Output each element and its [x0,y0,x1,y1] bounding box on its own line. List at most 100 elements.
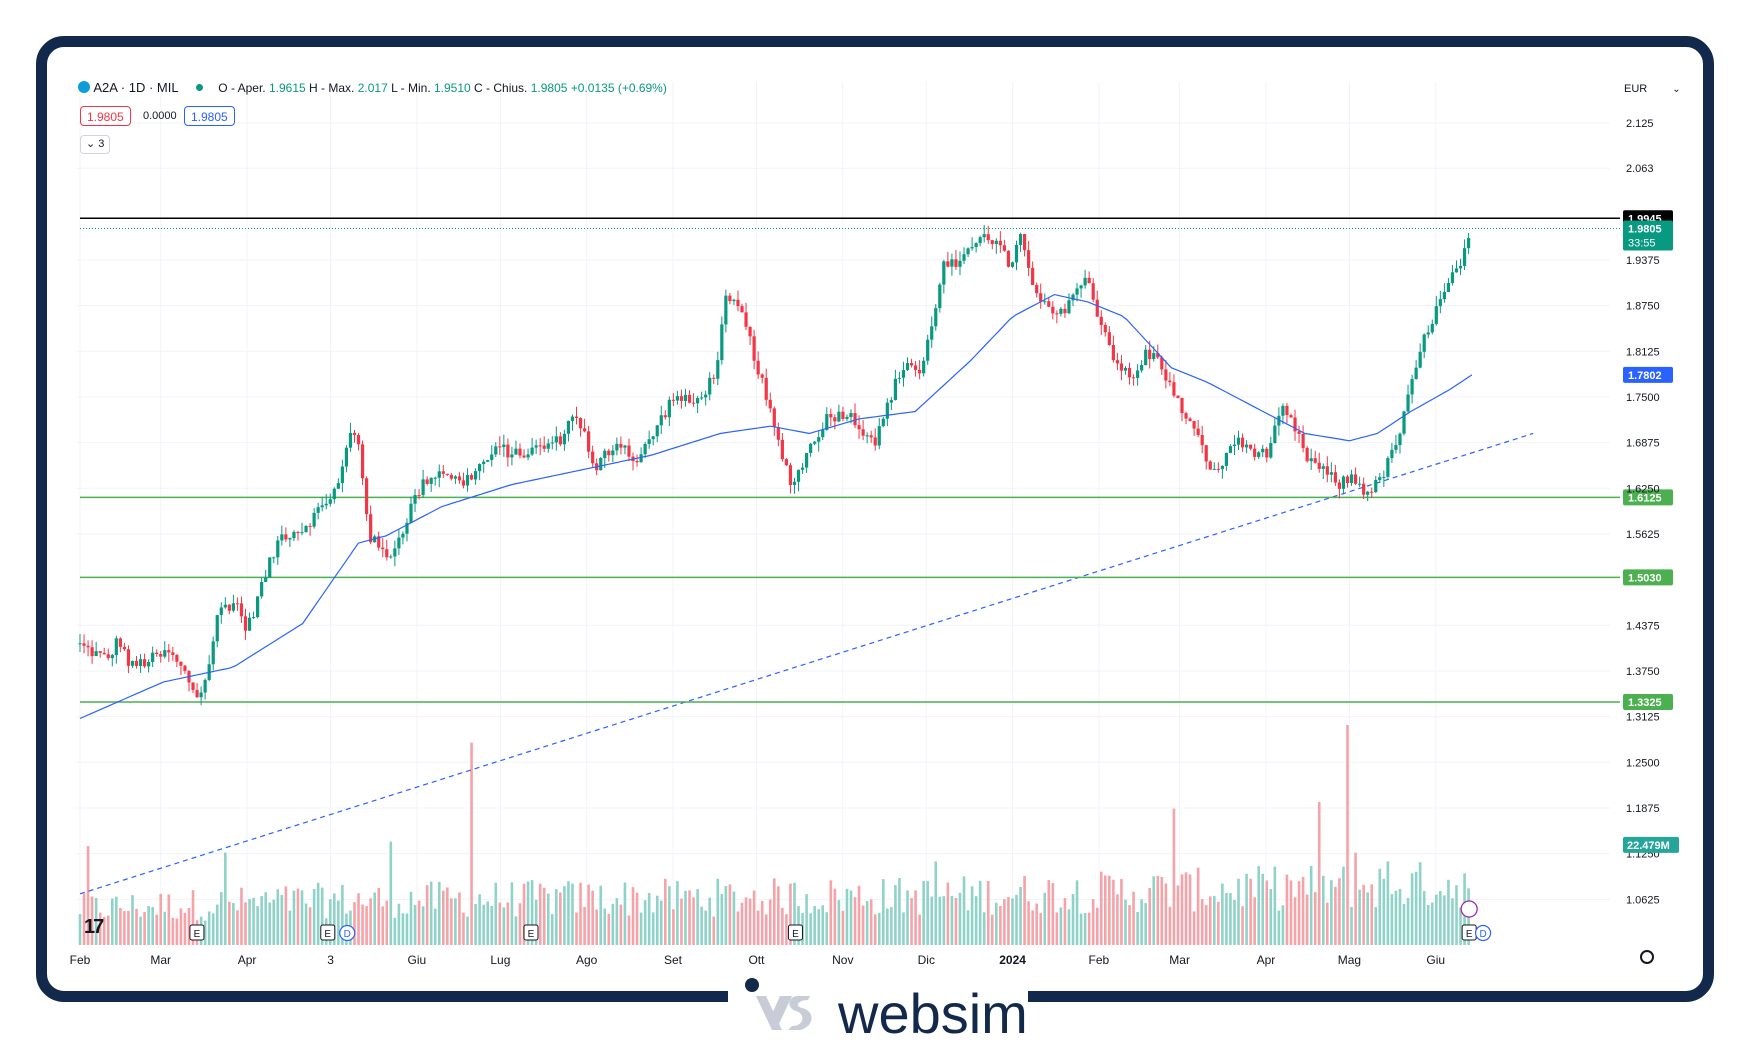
candle-body [316,507,320,513]
volume-bar [131,895,134,945]
volume-bar [853,897,857,945]
candle-body [82,643,86,646]
sell-price-button[interactable]: 1.9805 [80,106,131,126]
volume-bar [744,897,748,945]
symbol-legend[interactable]: A2A · 1D · MIL O - Aper. 1.9615 H - Max.… [78,80,667,95]
gear-icon[interactable] [1640,950,1654,964]
candle-body [167,650,171,653]
volume-bar [304,903,308,945]
candle-body [114,638,118,656]
candle-body [542,445,546,449]
candle-body [1168,380,1172,383]
symbol-title: A2A · 1D · MIL [93,80,179,95]
candle-body [591,451,595,464]
candle-body [1160,357,1164,370]
candle-body [1390,449,1394,459]
candle-body [199,692,203,698]
candle-body [627,445,631,457]
candle-body [413,495,417,504]
x-axis-tick-label: 2024 [999,953,1026,967]
candle-body [918,369,922,374]
volume-bar [1027,901,1030,945]
volume-bar [292,890,296,945]
candle-body [1083,277,1087,286]
candle-body [1172,382,1176,396]
candle-body [1232,444,1237,447]
spread-value: 0.0000 [143,110,177,122]
high-value: 2.017 [357,81,388,95]
volume-bar [1099,871,1103,945]
candle-body [800,467,805,470]
candle-body [913,365,918,370]
candle-body [134,660,139,666]
candle-body [1018,234,1023,245]
candle-body [873,437,877,446]
volume-bar [736,911,740,945]
volume-bar [474,904,477,945]
candle-body [950,259,954,267]
candle-body [1071,294,1075,301]
candle-body [284,534,288,540]
volume-bar [381,906,385,945]
volume-bar [86,846,90,945]
volume-bar [1200,898,1204,945]
volume-bar [1443,895,1446,945]
candle-body [1123,367,1128,371]
candle-body [732,299,736,302]
candle-body [1095,299,1099,317]
candle-body [155,652,159,655]
candle-body [1200,435,1204,446]
candle-body [478,464,482,472]
candle-body [849,413,853,417]
volume-bar [785,914,788,945]
volume-bar [1261,873,1265,945]
volume-bar [119,907,122,945]
volume-bar [163,911,167,945]
volume-bar [591,890,594,945]
candle-body [582,428,587,432]
candle-body [1261,448,1265,453]
candle-body [845,416,849,419]
candle-body [1087,277,1091,284]
candle-body [1212,468,1216,470]
y-axis-tick-label: 1.2500 [1626,757,1660,769]
candle-body [1027,250,1031,268]
currency-select[interactable]: EUR ⌄ [1624,83,1681,95]
indicators-toggle[interactable]: ⌄ 3 [80,135,111,154]
candle-body [1240,437,1245,448]
buy-price-button[interactable]: 1.9805 [184,106,235,126]
candle-body [324,503,328,506]
volume-bar [316,882,320,945]
volume-bar [1233,900,1236,945]
candle-body [897,377,902,379]
volume-bar [857,885,861,945]
volume-bar [1059,907,1063,945]
volume-bar [486,901,489,945]
tradingview-logo-icon: 17 [84,916,104,938]
candle-body [1281,405,1285,416]
candle-body [659,415,663,426]
volume-bar [918,914,921,945]
volume-bar [353,902,356,945]
volume-bar [1386,861,1390,945]
candle-body [328,499,332,504]
volume-bar [1334,886,1337,945]
volume-bar [837,900,841,945]
candle-body [1099,316,1103,326]
volume-bar [1342,866,1345,945]
volume-bar [446,887,449,945]
volume-bar [98,912,102,945]
volume-bar [1313,892,1317,945]
candle-body [1430,323,1434,333]
candle-body [1067,300,1071,314]
volume-bar [498,902,502,945]
volume-bar [809,913,812,945]
candle-body [1156,353,1160,358]
volume-bar [1160,877,1164,945]
candle-body [151,652,155,662]
candle-body [449,474,453,479]
volume-bar [789,883,792,945]
candle-body [809,443,813,453]
volume-bar [651,912,655,945]
